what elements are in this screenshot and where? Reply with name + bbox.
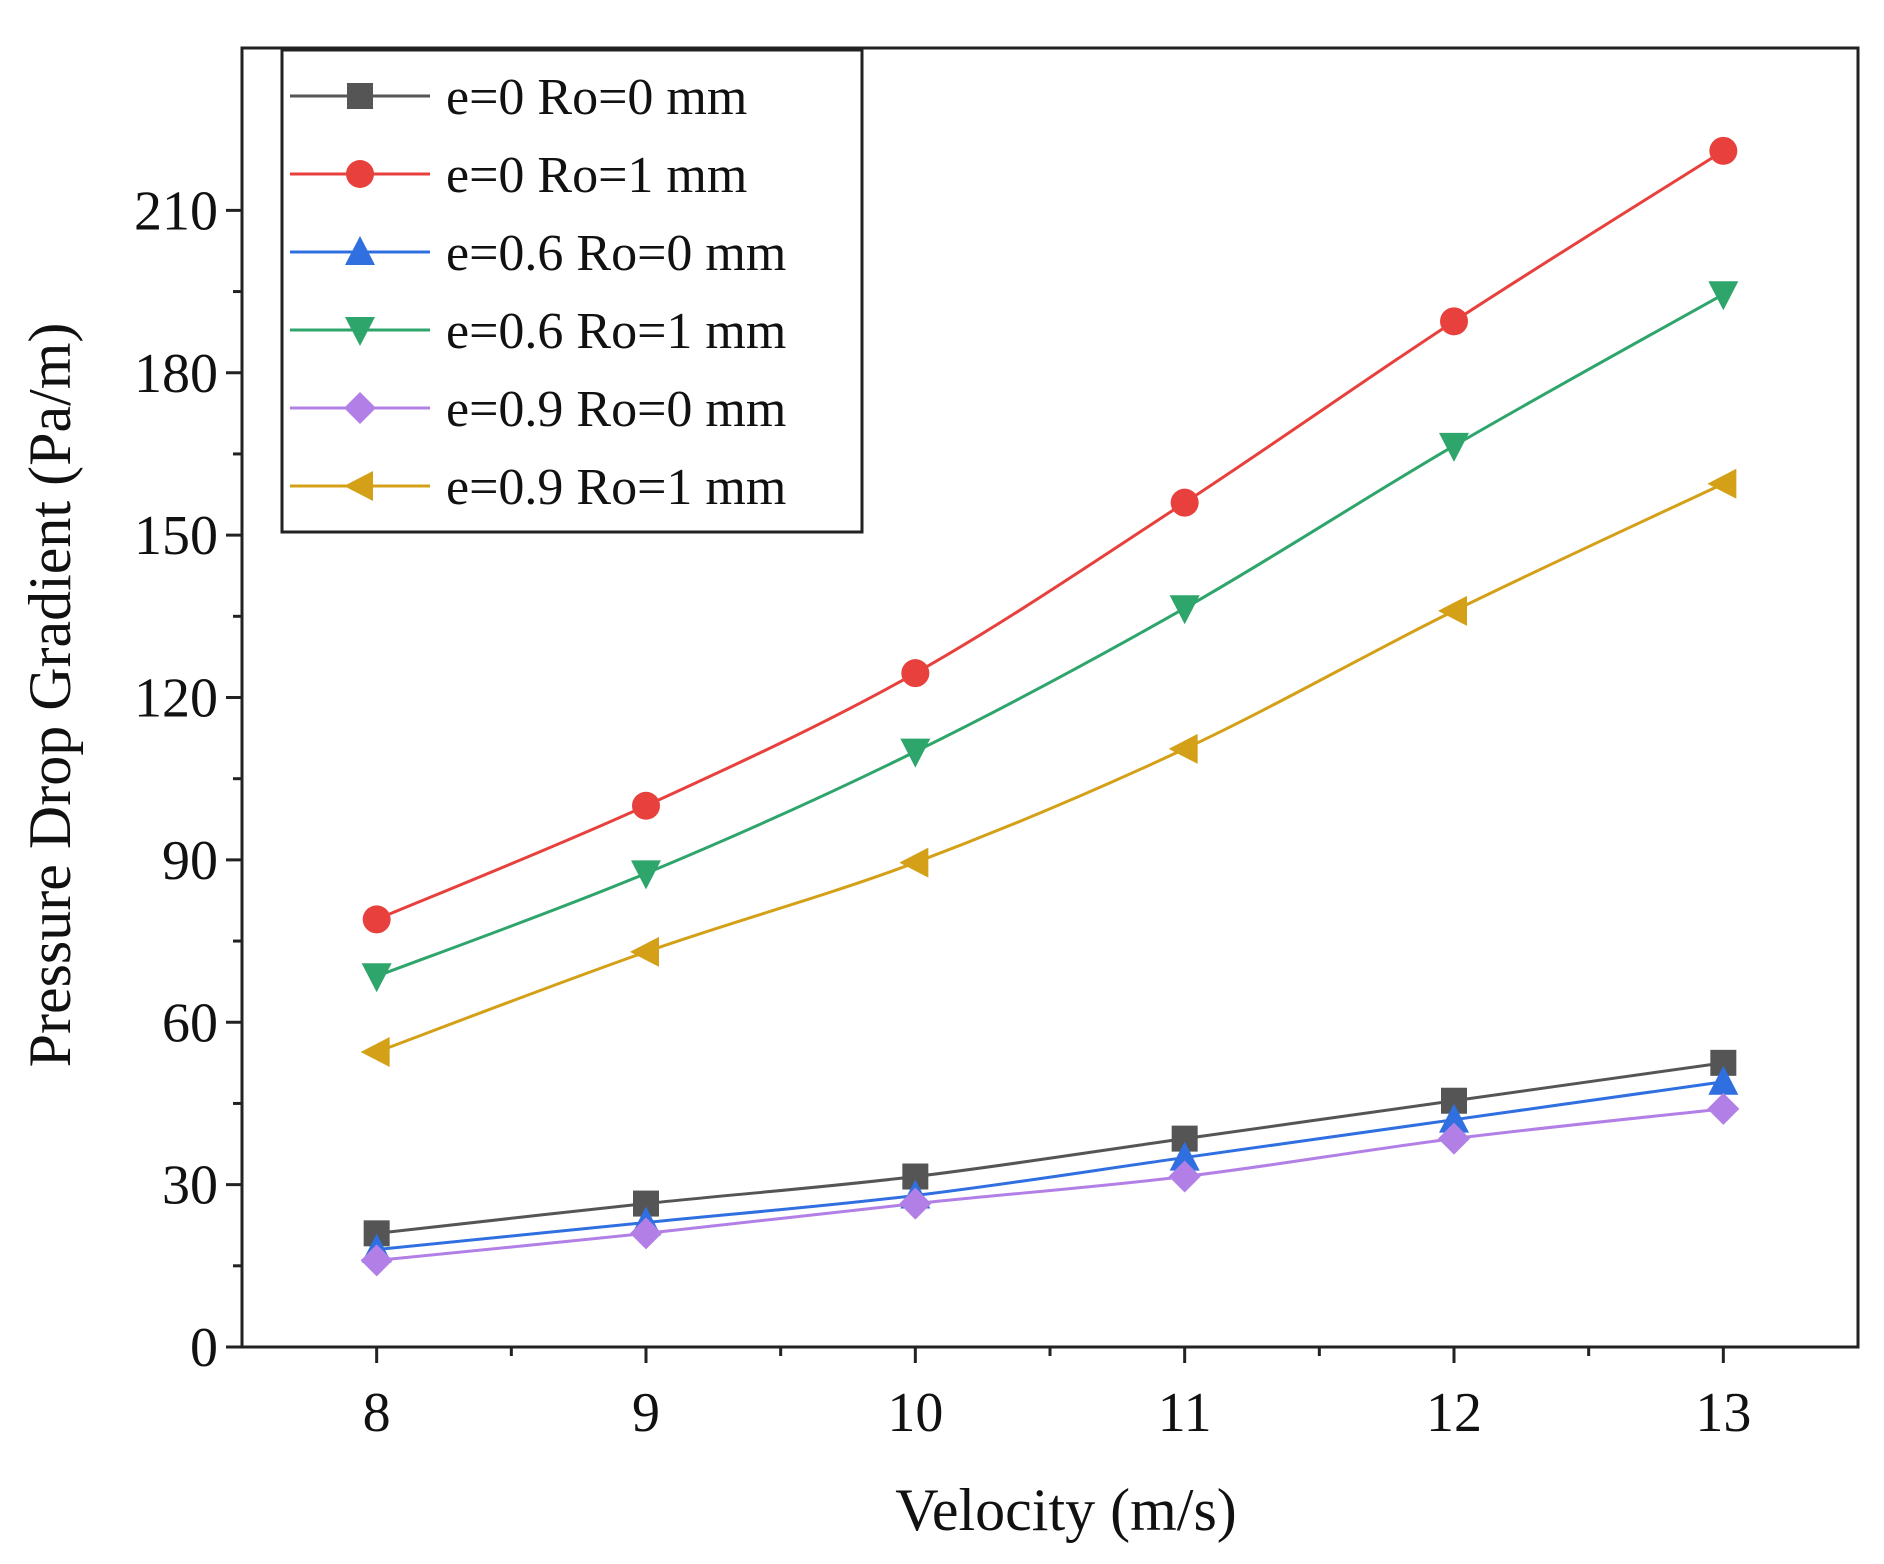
y-tick-label: 180 [134, 343, 218, 405]
data-point [360, 1037, 390, 1068]
data-point [899, 847, 929, 878]
x-tick-label: 13 [1695, 1382, 1751, 1444]
data-point [901, 659, 930, 688]
series-0 [363, 1049, 1737, 1247]
data-point [1169, 1141, 1200, 1171]
x-axis-title: Velocity (m/s) [895, 1477, 1237, 1543]
series-line [376, 292, 1725, 978]
data-point [1708, 1065, 1739, 1095]
x-tick-label: 11 [1158, 1382, 1212, 1444]
legend-label: e=0.6 Ro=1 mm [446, 303, 786, 360]
x-tick-label: 8 [363, 1382, 391, 1444]
data-point [631, 860, 661, 890]
series-line [376, 1107, 1724, 1262]
data-point [1439, 1103, 1469, 1133]
y-tick-label: 0 [190, 1317, 218, 1379]
series-5 [360, 468, 1737, 1068]
data-point [630, 1217, 662, 1250]
data-point [632, 791, 660, 820]
legend-entry: e=0.6 Ro=0 mm [290, 225, 786, 282]
data-point [1707, 468, 1737, 499]
y-tick-label: 90 [162, 830, 218, 892]
legend-box [280, 48, 864, 534]
data-point [1438, 1122, 1470, 1155]
x-tick-label: 10 [887, 1382, 943, 1444]
series-4 [360, 1092, 1740, 1277]
data-point [630, 936, 659, 967]
data-point [361, 963, 392, 993]
data-point [1709, 136, 1738, 165]
legend-label: e=0.9 Ro=1 mm [446, 459, 786, 516]
legend-label: e=0.6 Ro=0 mm [446, 225, 786, 282]
data-point [1439, 432, 1469, 462]
data-point [1438, 595, 1467, 626]
data-point [362, 905, 391, 934]
legend-marker [346, 160, 374, 188]
x-tick-label: 9 [632, 1382, 660, 1444]
legend-marker [347, 83, 373, 109]
data-point [360, 1244, 393, 1277]
data-point [1168, 1160, 1201, 1193]
y-tick-label: 120 [134, 668, 218, 730]
series-line [376, 482, 1724, 1054]
y-tick-label: 150 [134, 505, 218, 567]
data-point [1440, 307, 1468, 336]
legend-entry: e=0.6 Ro=1 mm [290, 303, 786, 360]
y-tick-label: 60 [162, 992, 218, 1054]
data-point [1169, 595, 1200, 625]
series-3 [361, 281, 1739, 993]
legend-marker [345, 317, 375, 346]
x-tick-label: 12 [1426, 1382, 1482, 1444]
data-point [1707, 1092, 1740, 1125]
y-axis-title: Pressure Drop Gradient (Pa/m) [17, 323, 83, 1068]
series-line [376, 1061, 1724, 1235]
legend-entry: e=0.9 Ro=1 mm [290, 459, 786, 516]
legend-marker [344, 392, 376, 424]
series-2 [361, 1065, 1739, 1263]
legend-label: e=0.9 Ro=0 mm [446, 381, 786, 438]
data-point [899, 1187, 932, 1220]
legend-marker [344, 471, 373, 501]
legend-label: e=0 Ro=0 mm [446, 69, 747, 126]
y-tick-label: 210 [134, 180, 218, 242]
series-line [376, 149, 1725, 921]
y-tick-label: 30 [162, 1155, 218, 1217]
legend-entry: e=0.9 Ro=0 mm [290, 381, 786, 438]
legend-entry: e=0 Ro=1 mm [290, 147, 747, 204]
legend-marker [345, 236, 375, 265]
series-1 [362, 136, 1738, 934]
legend-label: e=0 Ro=1 mm [446, 147, 747, 204]
data-point [1170, 488, 1199, 517]
legend-entry: e=0 Ro=0 mm [290, 69, 747, 126]
series-line [376, 1080, 1724, 1252]
data-point [1708, 281, 1739, 311]
data-point [900, 738, 931, 768]
data-point [1168, 733, 1198, 764]
